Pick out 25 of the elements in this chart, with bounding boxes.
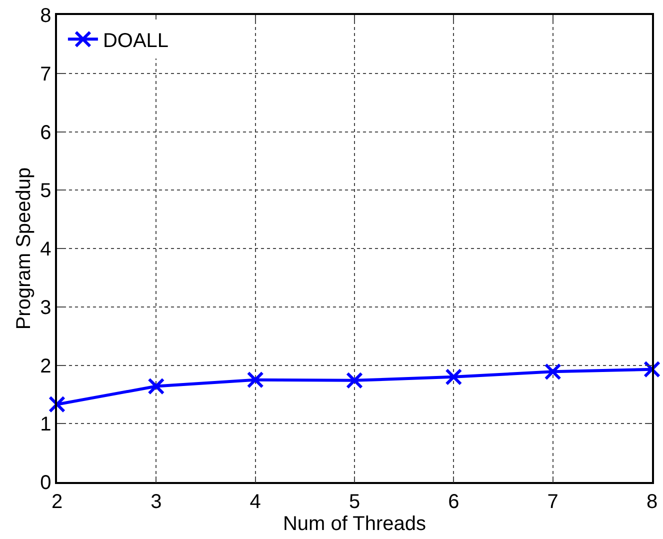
x-tick-label: 5 xyxy=(348,490,360,513)
point xyxy=(148,378,165,395)
y-tick-label: 0 xyxy=(40,472,52,494)
y-tick-label: 5 xyxy=(40,180,52,202)
point xyxy=(544,363,562,380)
x-tick-label: 7 xyxy=(547,490,558,513)
x-tick-label: 4 xyxy=(250,490,261,513)
point xyxy=(48,396,66,413)
x-axis-title: Num of Threads xyxy=(282,512,426,535)
point xyxy=(246,371,264,388)
point xyxy=(346,372,363,389)
y-tick-label: 2 xyxy=(40,355,52,378)
y-tick-label: 4 xyxy=(40,238,52,260)
y-tick-label: 1 xyxy=(40,414,52,436)
y-axis-title: Program Speedup xyxy=(13,167,36,330)
point xyxy=(644,360,660,378)
x-tick-label: 6 xyxy=(448,490,460,513)
x-tick-label: 8 xyxy=(646,490,658,513)
y-tick-label: 3 xyxy=(40,296,52,319)
y-tick-label: 7 xyxy=(40,63,52,86)
legend-label: DOALL xyxy=(102,30,169,52)
y-tick-label: 6 xyxy=(40,122,52,144)
point xyxy=(445,368,462,386)
y-tick-label: 8 xyxy=(40,5,52,27)
x-tick-label: 3 xyxy=(150,490,162,513)
